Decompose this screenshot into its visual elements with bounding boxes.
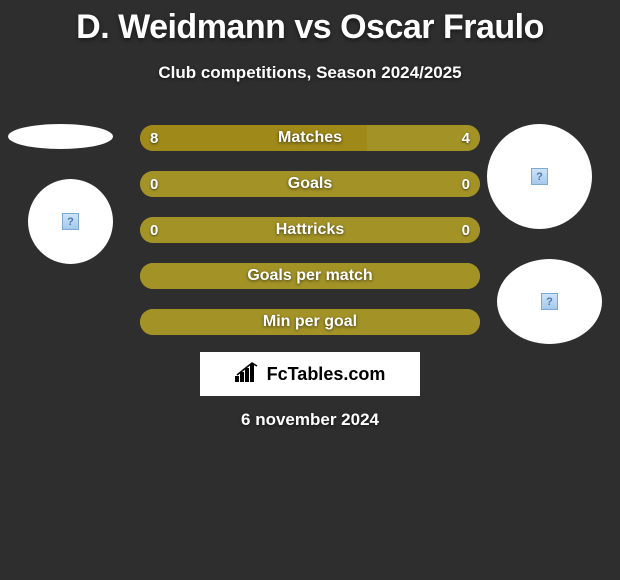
stat-label: Matches <box>140 125 480 151</box>
stat-bar-row: Goals per match <box>140 263 480 289</box>
subtitle: Club competitions, Season 2024/2025 <box>0 63 620 83</box>
stats-bar-area: 84Matches 00Goals 00Hattricks Goals per mat… <box>140 125 480 355</box>
player-left-badge-ellipse <box>8 124 113 149</box>
attribution-text: FcTables.com <box>267 364 386 385</box>
stat-label: Goals <box>140 171 480 197</box>
stat-bar-row: 00Hattricks <box>140 217 480 243</box>
chart-icon <box>235 362 261 387</box>
date-text: 6 november 2024 <box>0 410 620 430</box>
stat-label: Goals per match <box>140 263 480 289</box>
page-title: D. Weidmann vs Oscar Fraulo <box>0 0 620 47</box>
attribution-box: FcTables.com <box>200 352 420 396</box>
stat-bar-row: Min per goal <box>140 309 480 335</box>
placeholder-icon: ? <box>531 168 548 185</box>
placeholder-icon: ? <box>541 293 558 310</box>
stat-label: Hattricks <box>140 217 480 243</box>
player-left-avatar-circle: ? <box>28 179 113 264</box>
stat-label: Min per goal <box>140 309 480 335</box>
stat-bar-row: 84Matches <box>140 125 480 151</box>
player-right-avatar-circle-bottom: ? <box>497 259 602 344</box>
stat-bar-row: 00Goals <box>140 171 480 197</box>
player-right-avatar-circle-top: ? <box>487 124 592 229</box>
placeholder-icon: ? <box>62 213 79 230</box>
